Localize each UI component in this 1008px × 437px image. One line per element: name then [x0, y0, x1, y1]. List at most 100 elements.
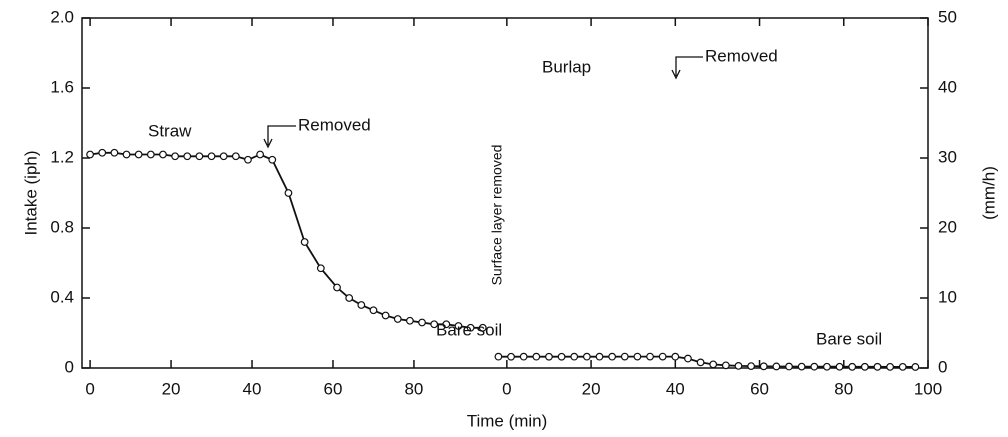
- x-tick-label: 20: [582, 379, 601, 398]
- curve: [89, 151, 483, 329]
- data-point: [454, 322, 463, 330]
- data-point: [848, 362, 857, 371]
- data-point: [183, 152, 192, 161]
- data-point: [494, 352, 503, 361]
- curve: [498, 355, 916, 368]
- data-point: [570, 352, 579, 361]
- y2-tick-label: 40: [938, 77, 957, 96]
- data-point: [797, 362, 806, 371]
- data-point: [646, 352, 654, 361]
- data-point: [911, 363, 920, 371]
- x-axis-label: Time (min): [467, 411, 548, 430]
- data-point: [620, 352, 629, 361]
- data-point: [709, 360, 718, 369]
- x-tick-label: 40: [243, 379, 262, 398]
- x-tick-label: 80: [834, 379, 853, 398]
- data-point: [785, 362, 793, 371]
- y-tick-label: 1.6: [50, 77, 74, 96]
- arrow: [671, 56, 703, 80]
- data-point: [98, 148, 107, 157]
- annotation: Bare soil: [436, 320, 502, 339]
- annotation: Surface layer removed: [489, 145, 505, 286]
- data-point: [658, 352, 667, 361]
- plot-frame: [81, 17, 929, 369]
- data-point: [86, 150, 94, 159]
- data-point: [898, 362, 907, 371]
- data-point: [545, 352, 553, 361]
- arrow: [263, 125, 296, 149]
- x-tick-label: 40: [666, 379, 685, 398]
- data-point: [873, 362, 882, 371]
- x-tick-label: 0: [85, 379, 94, 398]
- data-point: [110, 148, 119, 157]
- data-point: [159, 150, 167, 159]
- data-point: [696, 358, 705, 367]
- data-point: [532, 352, 541, 361]
- y-tick-label: 2.0: [50, 7, 74, 26]
- data-point: [684, 354, 692, 363]
- y2-tick-label: 10: [938, 287, 957, 306]
- data-point: [316, 264, 325, 273]
- y-tick-label: 0.4: [50, 287, 74, 306]
- data-point: [823, 362, 831, 371]
- x-tick-label: 60: [324, 379, 343, 398]
- data-point: [608, 352, 617, 361]
- data-point: [207, 152, 216, 161]
- data-point: [256, 150, 265, 159]
- annotation: Removed: [298, 115, 371, 134]
- y-tick-label: 0: [65, 357, 74, 376]
- annotation: Removed: [705, 46, 778, 65]
- data-point: [595, 352, 604, 361]
- data-point: [393, 315, 402, 323]
- data-point: [345, 294, 354, 302]
- y-tick-label: 1.2: [50, 147, 74, 166]
- data-point: [507, 352, 515, 361]
- data-point: [381, 311, 390, 320]
- y2-tick-label: 20: [938, 217, 957, 236]
- data-point: [219, 152, 228, 161]
- data-point: [886, 362, 894, 371]
- data-point: [268, 155, 277, 164]
- data-point: [721, 361, 730, 370]
- data-point: [146, 150, 155, 159]
- y2-axis-label: (mm/h): [979, 166, 998, 220]
- data-point: [747, 362, 756, 371]
- x-tick-label: 0: [502, 379, 511, 398]
- data-point: [418, 318, 426, 327]
- data-point: [134, 150, 143, 159]
- data-point: [244, 155, 252, 164]
- data-point: [671, 352, 680, 361]
- data-point: [333, 283, 341, 292]
- data-point: [122, 150, 131, 159]
- annotation: Burlap: [542, 57, 591, 76]
- data-point: [835, 362, 844, 371]
- data-point: [357, 301, 366, 309]
- annotation: Straw: [148, 121, 192, 140]
- data-point: [405, 316, 414, 325]
- data-point: [582, 352, 591, 361]
- x-tick-label: 20: [162, 379, 181, 398]
- y-tick-label: 0.8: [50, 217, 74, 236]
- x-tick-label: 100: [914, 379, 942, 398]
- data-point: [195, 152, 204, 161]
- data-point: [466, 323, 475, 332]
- data-point: [442, 320, 451, 329]
- y2-tick-label: 30: [938, 147, 957, 166]
- data-point: [231, 152, 240, 161]
- data-point: [369, 306, 378, 315]
- data-point: [557, 352, 566, 361]
- data-point: [810, 362, 819, 371]
- data-point: [759, 362, 768, 371]
- annotation: Bare soil: [816, 329, 882, 348]
- data-point: [633, 352, 642, 361]
- data-point: [860, 362, 869, 371]
- data-point: [772, 362, 781, 371]
- y-axis-label: Intake (iph): [21, 150, 40, 235]
- data-point: [171, 152, 180, 161]
- y2-tick-label: 50: [938, 7, 957, 26]
- data-point: [734, 362, 743, 370]
- data-point: [284, 189, 293, 197]
- x-tick-label: 60: [750, 379, 769, 398]
- x-tick-label: 80: [404, 379, 423, 398]
